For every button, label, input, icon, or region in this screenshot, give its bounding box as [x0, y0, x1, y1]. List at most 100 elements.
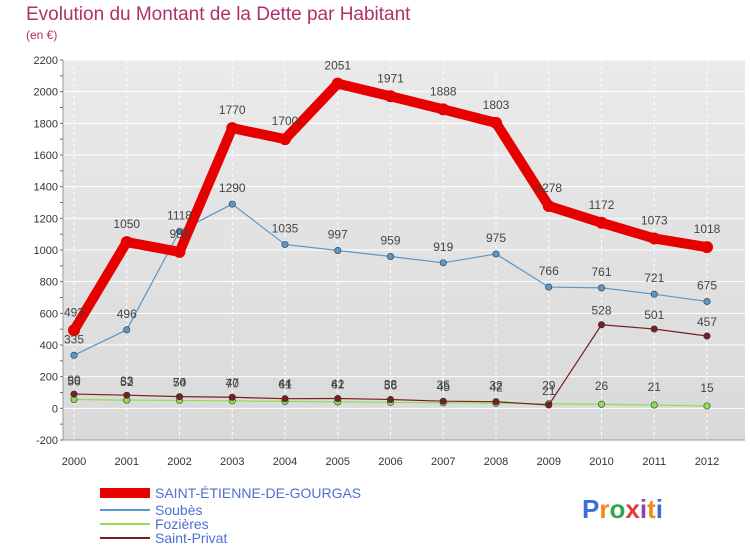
x-tick-label: 2005: [326, 456, 350, 468]
x-tick-label: 2000: [62, 456, 86, 468]
data-label: 761: [591, 265, 611, 279]
data-point: [492, 398, 500, 406]
data-point: [331, 77, 344, 90]
y-tick-label: 1600: [34, 150, 58, 162]
data-label: 42: [489, 381, 503, 395]
data-point: [650, 325, 658, 333]
legend-label: Saint-Privat: [155, 530, 227, 546]
data-label: 528: [591, 304, 611, 318]
data-point: [123, 326, 131, 334]
y-tick-label: 600: [40, 308, 58, 320]
data-label: 90: [67, 373, 81, 387]
data-label: 997: [328, 227, 348, 241]
data-point: [597, 400, 605, 408]
data-label: 41: [331, 377, 345, 391]
data-label: 988: [169, 227, 189, 241]
y-tick-label: 1200: [34, 213, 58, 225]
data-label: 1073: [641, 213, 668, 227]
data-point: [176, 393, 184, 401]
data-label: 29: [542, 379, 556, 393]
y-tick-label: 0: [52, 403, 58, 415]
data-point: [545, 283, 553, 291]
y-tick-label: -200: [36, 435, 58, 447]
x-tick-label: 2010: [589, 456, 613, 468]
data-label: 45: [437, 380, 451, 394]
data-point: [123, 391, 131, 399]
data-point: [384, 90, 397, 103]
data-label: 975: [486, 231, 506, 245]
data-label: 1803: [483, 98, 510, 112]
data-label: 61: [278, 378, 292, 392]
data-label: 47: [226, 376, 240, 390]
data-point: [492, 250, 500, 258]
data-point: [648, 232, 661, 245]
chart-subtitle: (en €): [26, 28, 58, 42]
x-tick-label: 2012: [695, 456, 719, 468]
data-point: [68, 324, 80, 337]
data-label: 1971: [377, 71, 404, 85]
y-tick-label: 1400: [34, 182, 58, 194]
data-label: 1018: [694, 222, 721, 236]
data-point: [173, 245, 186, 258]
data-point: [703, 332, 711, 340]
data-point: [176, 227, 184, 235]
legend-label: SAINT-ÉTIENNE-DE-GOURGAS: [155, 485, 361, 501]
legend-label: Soubès: [155, 502, 202, 518]
data-label: 493: [64, 305, 84, 319]
data-label: 919: [433, 240, 453, 254]
data-label: 83: [120, 374, 134, 388]
chart-title: Evolution du Montant de la Dette par Hab…: [26, 4, 411, 25]
y-tick-label: 400: [40, 340, 58, 352]
data-label: 1888: [430, 84, 457, 98]
data-point: [542, 199, 555, 212]
x-tick-label: 2004: [273, 456, 297, 468]
data-label: 35: [437, 378, 451, 392]
data-label: 15: [700, 381, 714, 395]
data-point: [439, 397, 447, 405]
data-point: [228, 200, 236, 208]
data-label: 1770: [219, 103, 246, 117]
data-label: 32: [489, 378, 503, 392]
data-point: [437, 103, 450, 116]
y-tick-label: 2200: [34, 55, 58, 67]
data-label: 496: [117, 307, 137, 321]
y-tick-label: 1800: [34, 118, 58, 130]
data-label: 721: [644, 271, 664, 285]
data-point: [281, 395, 289, 403]
data-label: 26: [595, 379, 609, 393]
data-label: 675: [697, 278, 717, 292]
data-point: [70, 390, 78, 398]
y-tick-label: 2000: [34, 87, 58, 99]
data-point: [70, 351, 78, 359]
data-point: [279, 133, 291, 146]
y-tick-label: 800: [40, 277, 58, 289]
x-tick-label: 2001: [115, 456, 139, 468]
data-label: 44: [278, 376, 292, 390]
data-label: 56: [67, 374, 81, 388]
x-tick-label: 2007: [431, 456, 455, 468]
data-label: 56: [384, 378, 398, 392]
data-label: 21: [542, 384, 556, 398]
data-label: 766: [539, 264, 559, 278]
x-tick-label: 2011: [642, 456, 666, 468]
data-label: 2051: [324, 59, 351, 73]
data-label: 21: [648, 380, 662, 394]
data-label: 501: [644, 308, 664, 322]
data-point: [595, 216, 608, 229]
data-point: [228, 393, 236, 401]
data-point: [120, 236, 133, 249]
data-label: 1035: [272, 221, 299, 235]
data-label: 959: [380, 233, 400, 247]
data-point: [386, 252, 394, 260]
x-tick-label: 2008: [484, 456, 508, 468]
x-tick-label: 2006: [378, 456, 402, 468]
data-point: [334, 246, 342, 254]
y-tick-label: 1000: [34, 245, 58, 257]
data-label: 457: [697, 315, 717, 329]
data-point: [439, 259, 447, 267]
data-label: 1050: [113, 217, 140, 231]
data-point: [597, 321, 605, 329]
data-label: 1172: [589, 198, 615, 212]
data-label: 52: [120, 375, 134, 389]
